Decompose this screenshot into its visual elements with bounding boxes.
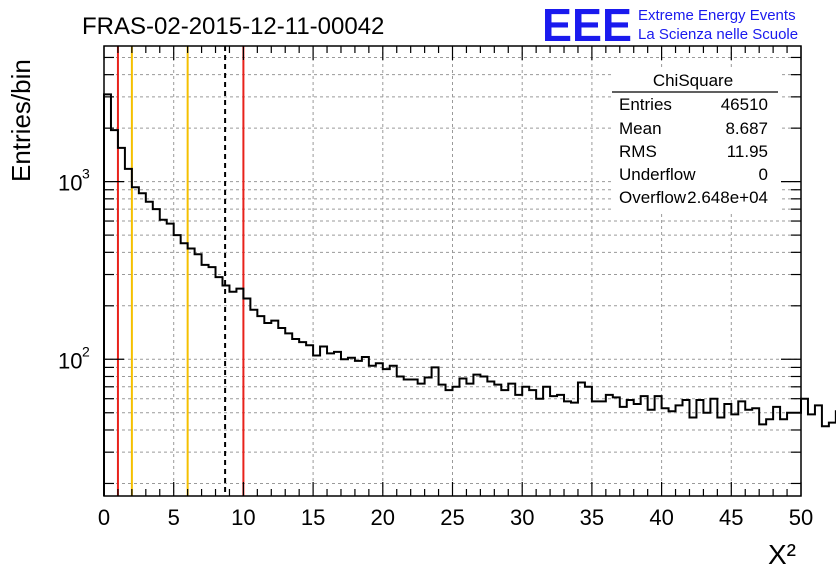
stats-value-underflow: 0	[759, 165, 768, 184]
y-tick-label-exponent: 2	[82, 343, 90, 359]
x-tick-label: 5	[168, 505, 180, 530]
x-tick-label: 0	[98, 505, 110, 530]
project-subtitle: La Scienza nelle Scuole	[638, 26, 798, 43]
y-tick-label-exponent: 3	[82, 166, 90, 182]
stats-label-overflow: Overflow	[619, 188, 687, 207]
y-axis-label: Entries/bin	[6, 59, 36, 182]
stats-value-rms: 11.95	[727, 142, 768, 161]
grid-lines	[104, 46, 801, 496]
stats-label-rms: RMS	[619, 142, 657, 161]
x-tick-label: 35	[580, 505, 604, 530]
reference-lines	[116, 46, 245, 496]
stats-label-entries: Entries	[619, 95, 672, 114]
plot-frame	[103, 45, 802, 497]
x-tick-label: 50	[789, 505, 813, 530]
x-tick-labels: 0 5 10 15 20 25 30 35 40 45 50	[98, 505, 813, 530]
stats-value-mean: 8.687	[725, 119, 768, 138]
x-tick-label: 45	[719, 505, 743, 530]
y-tick-label: 10	[58, 348, 82, 373]
stats-title: ChiSquare	[653, 71, 733, 90]
eee-logo-text: EEE	[542, 0, 632, 51]
axis-ticks	[103, 46, 802, 496]
x-axis-label: X²	[768, 539, 796, 570]
stats-value-overflow: 2.648e+04	[687, 188, 768, 207]
y-tick-label: 10	[58, 171, 82, 196]
x-tick-label: 20	[371, 505, 395, 530]
run-title: FRAS-02-2015-12-11-00042	[82, 13, 384, 40]
stats-label-underflow: Underflow	[619, 165, 696, 184]
x-tick-label: 10	[231, 505, 255, 530]
x-tick-label: 40	[649, 505, 673, 530]
x-tick-label: 15	[301, 505, 325, 530]
stats-box: ChiSquare Entries 46510 Mean 8.687 RMS 1…	[612, 68, 780, 212]
stats-label-mean: Mean	[619, 119, 662, 138]
stats-value-entries: 46510	[721, 95, 768, 114]
project-name: Extreme Energy Events	[638, 7, 796, 24]
x-tick-label: 30	[510, 505, 534, 530]
x-tick-label: 25	[440, 505, 464, 530]
